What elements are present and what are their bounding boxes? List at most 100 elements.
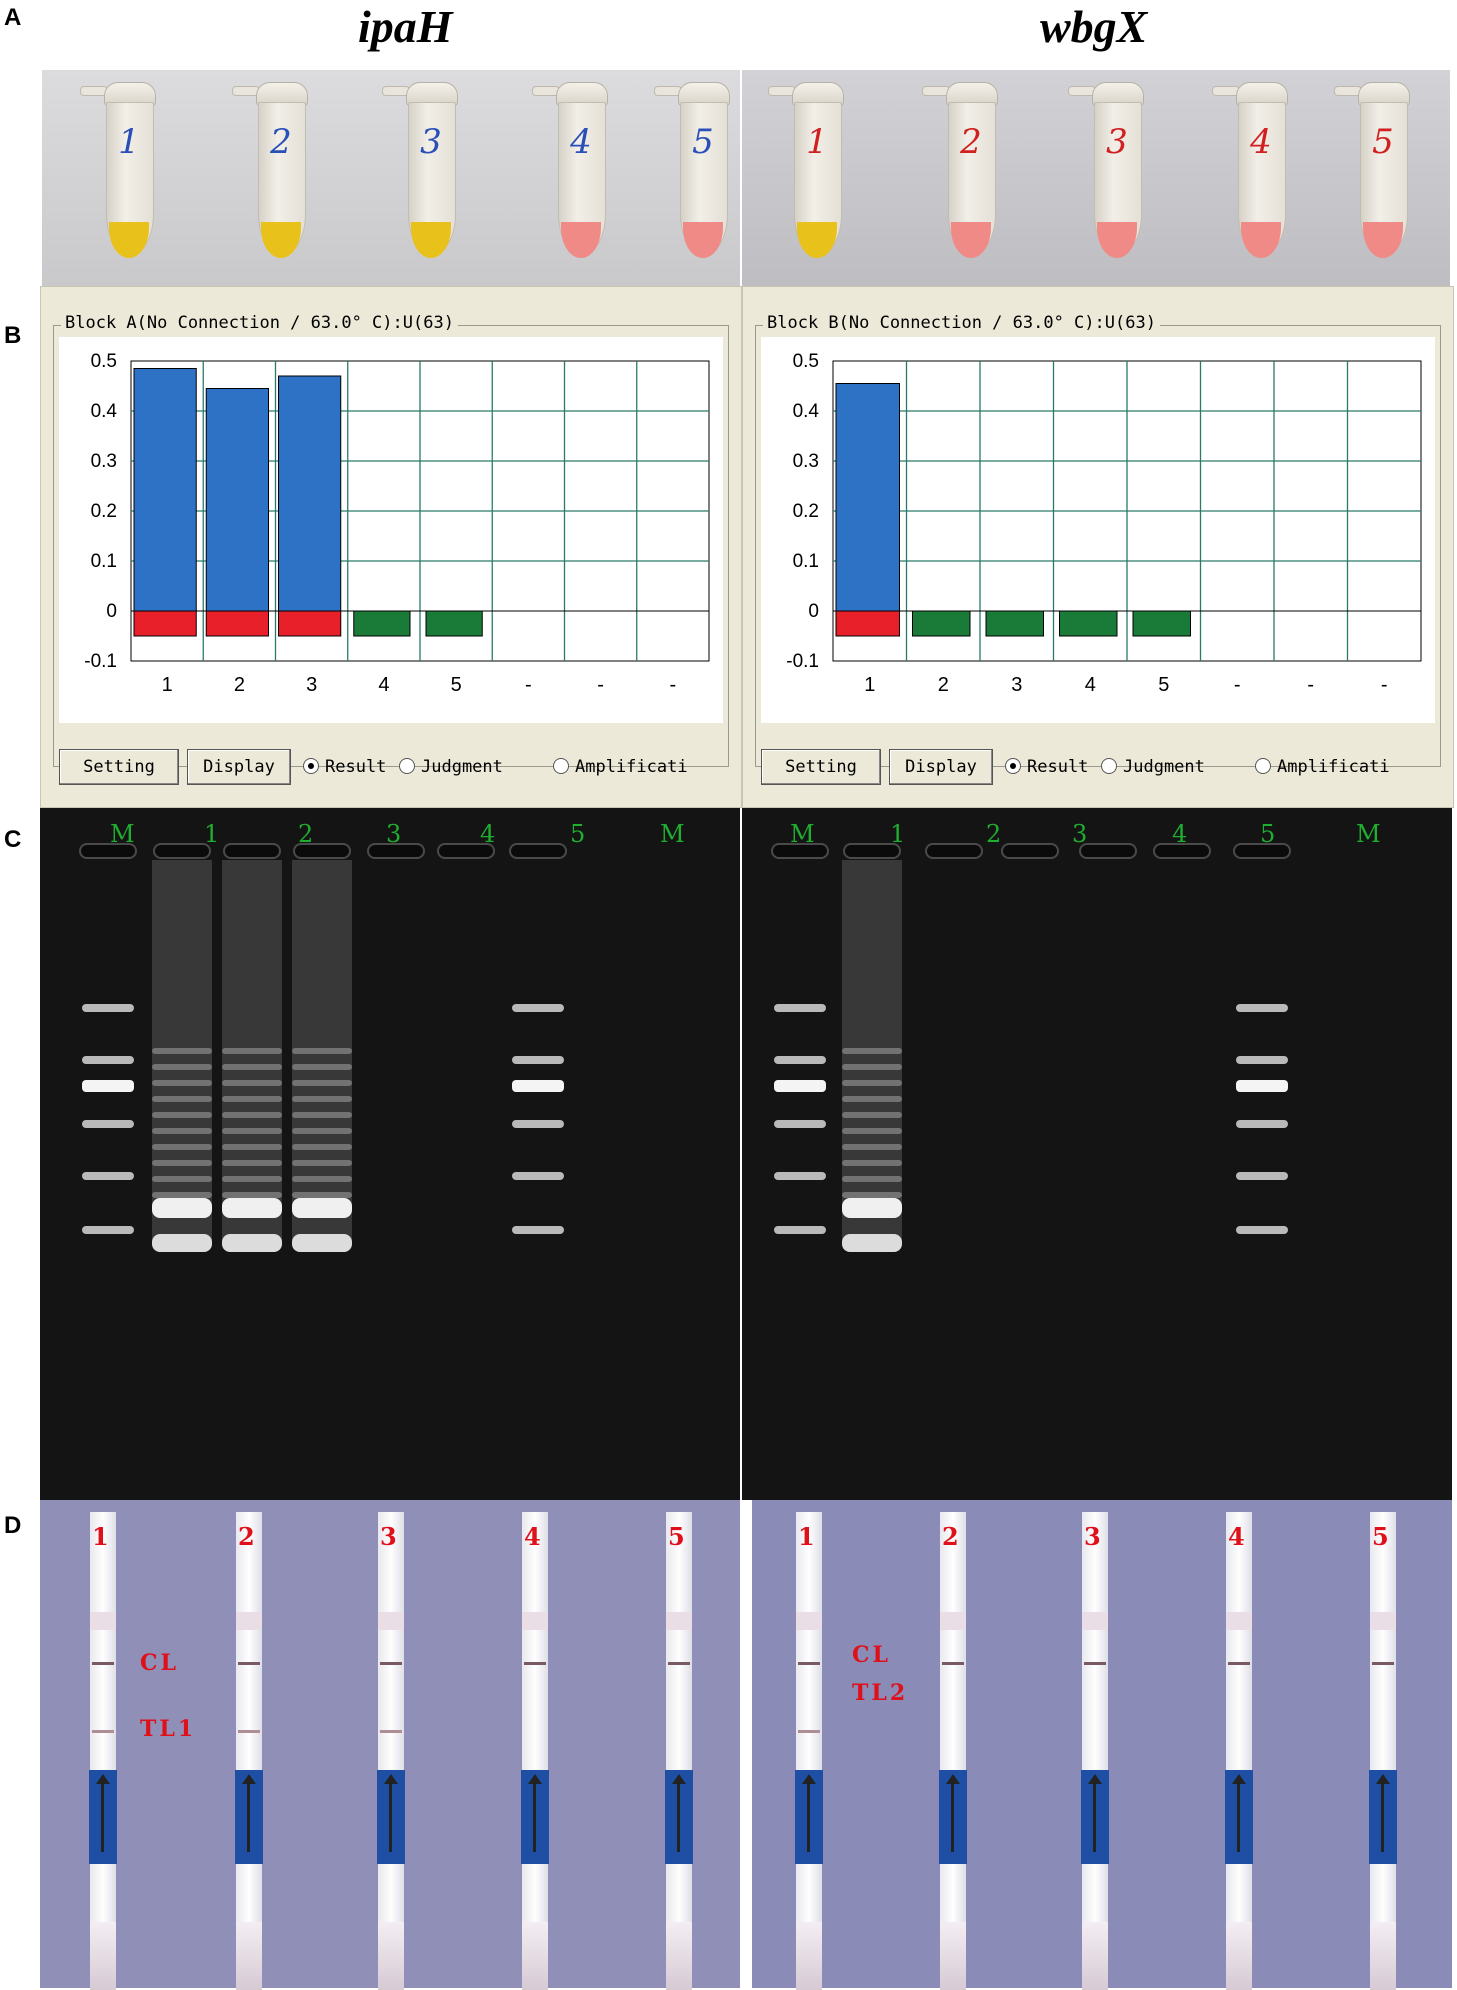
- tube-number: 5: [692, 122, 714, 162]
- x-tick-label: 2: [938, 674, 949, 696]
- arrow-shaft: [1381, 1780, 1384, 1852]
- display-button[interactable]: Display: [889, 749, 993, 785]
- ladder-smear-band: [292, 1080, 352, 1086]
- setting-button[interactable]: Setting: [59, 749, 179, 785]
- absorbent-pad: [940, 1922, 966, 1990]
- absorbent-pad: [90, 1922, 116, 1990]
- strip-number: 1: [798, 1522, 815, 1551]
- y-tick-label: 0: [808, 601, 819, 622]
- lateral-flow-strip: [235, 1512, 263, 1990]
- amplicon-band: [842, 1234, 902, 1252]
- ladder-smear-band: [842, 1064, 902, 1070]
- ladder-smear-band: [222, 1144, 282, 1150]
- amplicon-band: [292, 1234, 352, 1252]
- negative-marker: [912, 610, 971, 637]
- pcr-tube: 1: [768, 82, 846, 282]
- y-tick-label: 0.4: [91, 401, 118, 422]
- amplification-radio-label: Amplificati: [575, 757, 688, 777]
- radio-empty-icon: [553, 758, 569, 774]
- result-radio[interactable]: Result: [1005, 757, 1088, 777]
- arrow-up-icon: [242, 1774, 256, 1784]
- gel-well: [509, 843, 567, 859]
- ladder-smear-band: [222, 1160, 282, 1166]
- arrow-shaft: [247, 1780, 250, 1852]
- gel-well: [1233, 843, 1291, 859]
- gel-lane-label: 2: [298, 820, 314, 848]
- tube-liquid: [797, 222, 837, 258]
- gel-lane-label: 4: [480, 820, 496, 848]
- strip-number: 3: [1084, 1522, 1101, 1551]
- control-line: [798, 1662, 820, 1665]
- gel-well: [153, 843, 211, 859]
- judgment-radio[interactable]: Judgment: [399, 757, 503, 777]
- judgment-radio-label: Judgment: [1123, 757, 1205, 777]
- ladder-smear-band: [842, 1192, 902, 1198]
- ladder-smear-band: [842, 1128, 902, 1134]
- tube-liquid: [1363, 222, 1403, 258]
- tube-liquid: [1241, 222, 1281, 258]
- result-radio[interactable]: Result: [303, 757, 386, 777]
- positive-bar: [205, 388, 269, 612]
- control-line: [380, 1662, 402, 1665]
- panel-label-d: D: [4, 1512, 22, 1539]
- absorbent-pad: [378, 1922, 404, 1990]
- turbidimeter-window-a: Block A(No Connection / 63.0° C):U(63) 0…: [40, 286, 742, 808]
- sample-pad: [236, 1612, 262, 1630]
- x-tick-label: 1: [864, 674, 875, 696]
- ladder-band: [774, 1226, 826, 1234]
- arrow-up-icon: [946, 1774, 960, 1784]
- gel-well: [437, 843, 495, 859]
- pcr-tube: 4: [1212, 82, 1290, 282]
- positive-bar: [835, 383, 900, 612]
- pcr-tube: 5: [1334, 82, 1412, 282]
- absorbent-pad: [796, 1922, 822, 1990]
- gel-well: [771, 843, 829, 859]
- display-button[interactable]: Display: [187, 749, 291, 785]
- pcr-tube: 3: [1068, 82, 1146, 282]
- sample-pad: [1370, 1612, 1396, 1630]
- ladder-smear-band: [842, 1160, 902, 1166]
- ladder-smear-band: [222, 1064, 282, 1070]
- arrow-up-icon: [672, 1774, 686, 1784]
- arrow-up-icon: [384, 1774, 398, 1784]
- panel-label-b: B: [4, 322, 22, 349]
- ladder-smear-band: [292, 1112, 352, 1118]
- control-line: [942, 1662, 964, 1665]
- ladder-band: [1236, 1226, 1288, 1234]
- ladder-smear-band: [152, 1176, 212, 1182]
- tube-liquid: [1097, 222, 1137, 258]
- amplification-radio[interactable]: Amplificati: [1255, 757, 1390, 777]
- ladder-band: [1236, 1120, 1288, 1128]
- ladder-band: [774, 1080, 826, 1092]
- gel-lane-label: 3: [1072, 820, 1088, 848]
- sample-pad: [666, 1612, 692, 1630]
- setting-button[interactable]: Setting: [761, 749, 881, 785]
- ladder-band: [1236, 1080, 1288, 1092]
- arrow-up-icon: [1088, 1774, 1102, 1784]
- ladder-smear-band: [222, 1080, 282, 1086]
- sample-pad: [796, 1612, 822, 1630]
- block-title: Block B(No Connection / 63.0° C):U(63): [763, 313, 1160, 333]
- amplification-radio[interactable]: Amplificati: [553, 757, 688, 777]
- judgment-radio[interactable]: Judgment: [1101, 757, 1205, 777]
- arrow-shaft: [951, 1780, 954, 1852]
- gel-lane-label: 2: [986, 820, 1002, 848]
- ladder-band: [82, 1004, 134, 1012]
- x-tick-label: 4: [378, 674, 389, 696]
- pcr-tube: 3: [382, 82, 460, 282]
- tube-liquid: [683, 222, 723, 258]
- arrow-shaft: [677, 1780, 680, 1852]
- judgment-radio-label: Judgment: [421, 757, 503, 777]
- negative-marker: [985, 610, 1044, 637]
- control-line-label: CL: [852, 1642, 891, 1668]
- strip-number: 1: [92, 1522, 109, 1551]
- sample-pad: [1082, 1612, 1108, 1630]
- ladder-smear-band: [842, 1096, 902, 1102]
- test-line-label: TL1: [140, 1716, 197, 1742]
- positive-bar: [278, 375, 342, 612]
- ladder-band: [82, 1080, 134, 1092]
- ladder-smear-band: [152, 1048, 212, 1054]
- radio-empty-icon: [1255, 758, 1271, 774]
- strip-number: 4: [1228, 1522, 1245, 1551]
- ladder-smear-band: [152, 1192, 212, 1198]
